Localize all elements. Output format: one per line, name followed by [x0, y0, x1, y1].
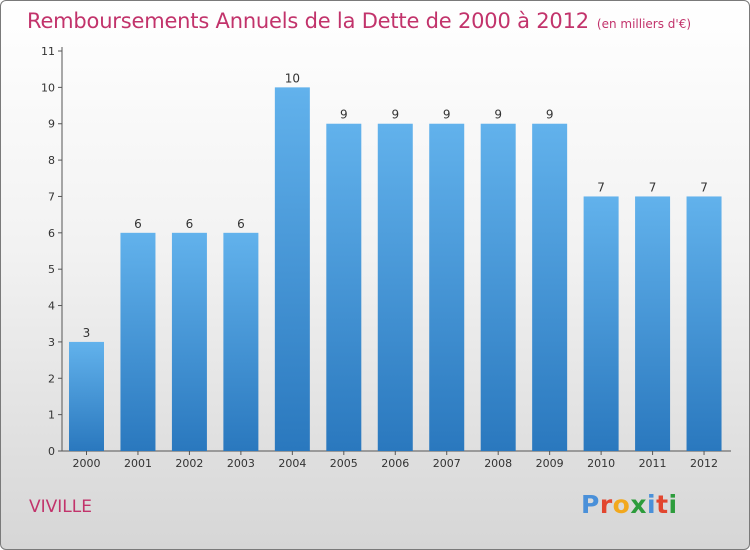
x-tick-label: 2001	[124, 457, 152, 470]
y-tick-label: 2	[48, 372, 55, 385]
x-tick-label: 2012	[690, 457, 718, 470]
x-tick-label: 2010	[587, 457, 615, 470]
y-tick-label: 0	[48, 445, 55, 458]
x-tick-label: 2011	[639, 457, 667, 470]
x-tick-label: 2007	[433, 457, 461, 470]
y-tick-label: 11	[41, 45, 55, 58]
data-label: 6	[186, 217, 194, 231]
title-row: Remboursements Annuels de la Dette de 20…	[27, 9, 691, 33]
data-label: 9	[443, 108, 451, 122]
x-tick-label: 2006	[381, 457, 409, 470]
data-label: 9	[340, 108, 348, 122]
y-tick-label: 5	[48, 263, 55, 276]
data-label: 9	[391, 108, 399, 122]
chart-layer: 0 1 2 3 4 5 6 7 8 9 10 11 2000 3 2001 6 2002 6 2003 6 2004 10…	[41, 45, 731, 470]
data-label: 7	[597, 180, 605, 194]
y-tick-label: 6	[48, 227, 55, 240]
y-tick-label: 1	[48, 409, 55, 422]
proxiti-logo: Proxiti	[581, 490, 678, 519]
x-tick-label: 2005	[330, 457, 358, 470]
y-tick-label: 9	[48, 118, 55, 131]
data-label: 9	[494, 108, 502, 122]
bar	[120, 232, 156, 451]
bar	[686, 196, 722, 451]
y-tick-label: 8	[48, 154, 55, 167]
x-tick-label: 2003	[227, 457, 255, 470]
bar	[326, 123, 362, 452]
logo-letter: i	[668, 490, 678, 519]
bar	[583, 196, 619, 451]
chart-title: Remboursements Annuels de la Dette de 20…	[27, 9, 589, 33]
commune-name: VIVILLE	[29, 497, 92, 517]
data-label: 6	[134, 217, 142, 231]
data-label: 9	[546, 108, 554, 122]
y-tick-label: 10	[41, 81, 55, 94]
bar	[635, 196, 671, 451]
bar	[223, 232, 259, 451]
chart-subtitle: (en milliers d'€)	[596, 17, 692, 31]
x-tick-label: 2008	[484, 457, 512, 470]
data-label: 10	[285, 71, 300, 85]
y-tick-label: 4	[48, 300, 55, 313]
logo-letter: i	[647, 490, 657, 519]
y-tick-label: 7	[48, 190, 55, 203]
x-tick-label: 2000	[73, 457, 101, 470]
data-label: 7	[700, 180, 708, 194]
x-tick-label: 2009	[536, 457, 564, 470]
data-label: 3	[83, 326, 91, 340]
y-tick-label: 3	[48, 336, 55, 349]
x-tick-label: 2004	[278, 457, 306, 470]
bar	[377, 123, 413, 452]
x-tick-label: 2002	[175, 457, 203, 470]
logo-letter: r	[599, 490, 613, 519]
logo-letter: x	[630, 490, 647, 519]
logo-letter: P	[581, 490, 600, 519]
data-label: 7	[649, 180, 657, 194]
logo-letter: o	[612, 490, 631, 519]
bar	[429, 123, 465, 452]
bar	[171, 232, 207, 451]
bar	[69, 341, 104, 451]
bar	[532, 123, 568, 452]
bar	[480, 123, 516, 452]
bar	[274, 87, 310, 451]
data-label: 6	[237, 217, 245, 231]
logo-letter: t	[656, 490, 669, 519]
